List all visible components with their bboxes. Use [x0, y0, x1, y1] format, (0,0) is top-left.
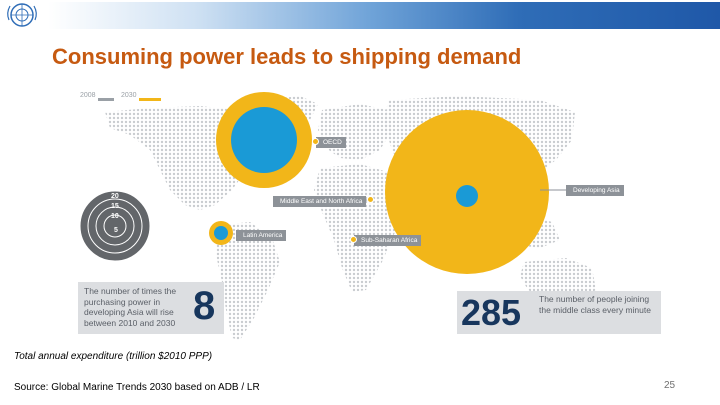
source-note: Source: Global Marine Trends 2030 based … [14, 382, 260, 393]
europe-shape [318, 104, 392, 160]
oecd-bubble-2008 [231, 107, 297, 173]
africa-shape [314, 164, 398, 292]
region-label-mena: Middle East and North Africa [273, 196, 367, 207]
latin-america-bubble-2008 [214, 226, 228, 240]
region-marker-icon [350, 236, 357, 243]
purchasing-power-text: The number of times the purchasing power… [84, 286, 177, 328]
ring-label-10: 10 [111, 213, 119, 220]
figure-caption: Total annual expenditure (trillion $2010… [14, 351, 213, 362]
region-marker-icon [312, 138, 319, 145]
legend-swatch-2030 [139, 98, 161, 101]
header-bar [48, 2, 720, 29]
region-label-text: Latin America [243, 232, 283, 239]
scale-rings [79, 190, 151, 262]
region-label-sub-saharan-africa: Sub-Saharan Africa [350, 235, 422, 246]
middle-class-text: The number of people joining the middle … [539, 294, 651, 315]
region-label-oecd: OECD [312, 137, 346, 148]
purchasing-power-info-box: The number of times the purchasing power… [78, 282, 224, 334]
australia-shape [520, 258, 596, 300]
legend-label-2030: 2030 [121, 92, 137, 99]
region-label-developing-asia: Developing Asia [566, 185, 624, 196]
region-label-text: OECD [323, 139, 342, 146]
slide-title: Consuming power leads to shipping demand [52, 44, 522, 69]
ring-label-20: 20 [111, 193, 119, 200]
page-number: 25 [664, 380, 676, 391]
mena-marker-icon [367, 196, 374, 203]
region-label-text: Developing Asia [573, 187, 620, 194]
region-label-text: Middle East and North Africa [280, 198, 363, 205]
developing-asia-bubble-2008 [456, 185, 478, 207]
ring-label-15: 15 [111, 203, 119, 210]
south-america-shape [216, 222, 280, 340]
legend-swatch-2008 [98, 98, 114, 101]
region-label-latin-america: Latin America [236, 230, 287, 241]
un-logo-icon [7, 3, 37, 27]
region-label-text: Sub-Saharan Africa [361, 237, 418, 244]
ring-label-5: 5 [114, 227, 118, 234]
purchasing-power-number: 8 [193, 284, 216, 328]
middle-class-info-box: 285 The number of people joining the mid… [457, 291, 661, 334]
middle-class-number: 285 [461, 292, 522, 333]
legend-label-2008: 2008 [80, 92, 96, 99]
